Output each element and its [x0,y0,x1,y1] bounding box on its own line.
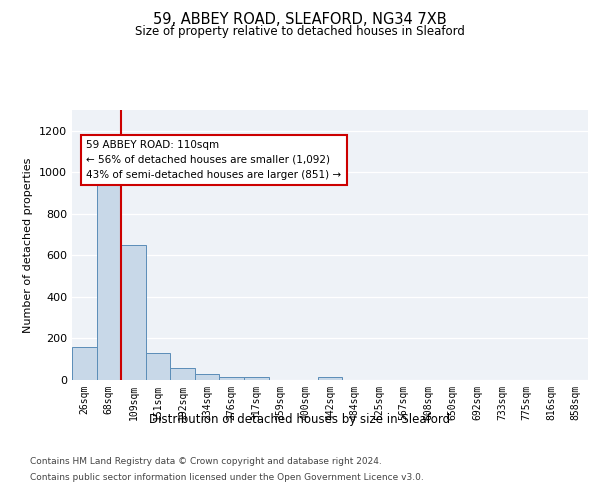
Bar [170,368,195,380]
Text: Size of property relative to detached houses in Sleaford: Size of property relative to detached ho… [135,25,465,38]
Text: Contains public sector information licensed under the Open Government Licence v3: Contains public sector information licen… [30,472,424,482]
Bar [195,374,220,380]
Text: 59, ABBEY ROAD, SLEAFORD, NG34 7XB: 59, ABBEY ROAD, SLEAFORD, NG34 7XB [153,12,447,28]
Text: Distribution of detached houses by size in Sleaford: Distribution of detached houses by size … [149,412,451,426]
Bar [220,378,244,380]
Bar [318,378,342,380]
Bar [146,353,170,380]
Y-axis label: Number of detached properties: Number of detached properties [23,158,34,332]
Text: Contains HM Land Registry data © Crown copyright and database right 2024.: Contains HM Land Registry data © Crown c… [30,458,382,466]
Bar [244,378,269,380]
Text: 59 ABBEY ROAD: 110sqm
← 56% of detached houses are smaller (1,092)
43% of semi-d: 59 ABBEY ROAD: 110sqm ← 56% of detached … [86,140,341,179]
Bar [72,347,97,380]
Bar [121,245,146,380]
Bar [97,185,121,380]
